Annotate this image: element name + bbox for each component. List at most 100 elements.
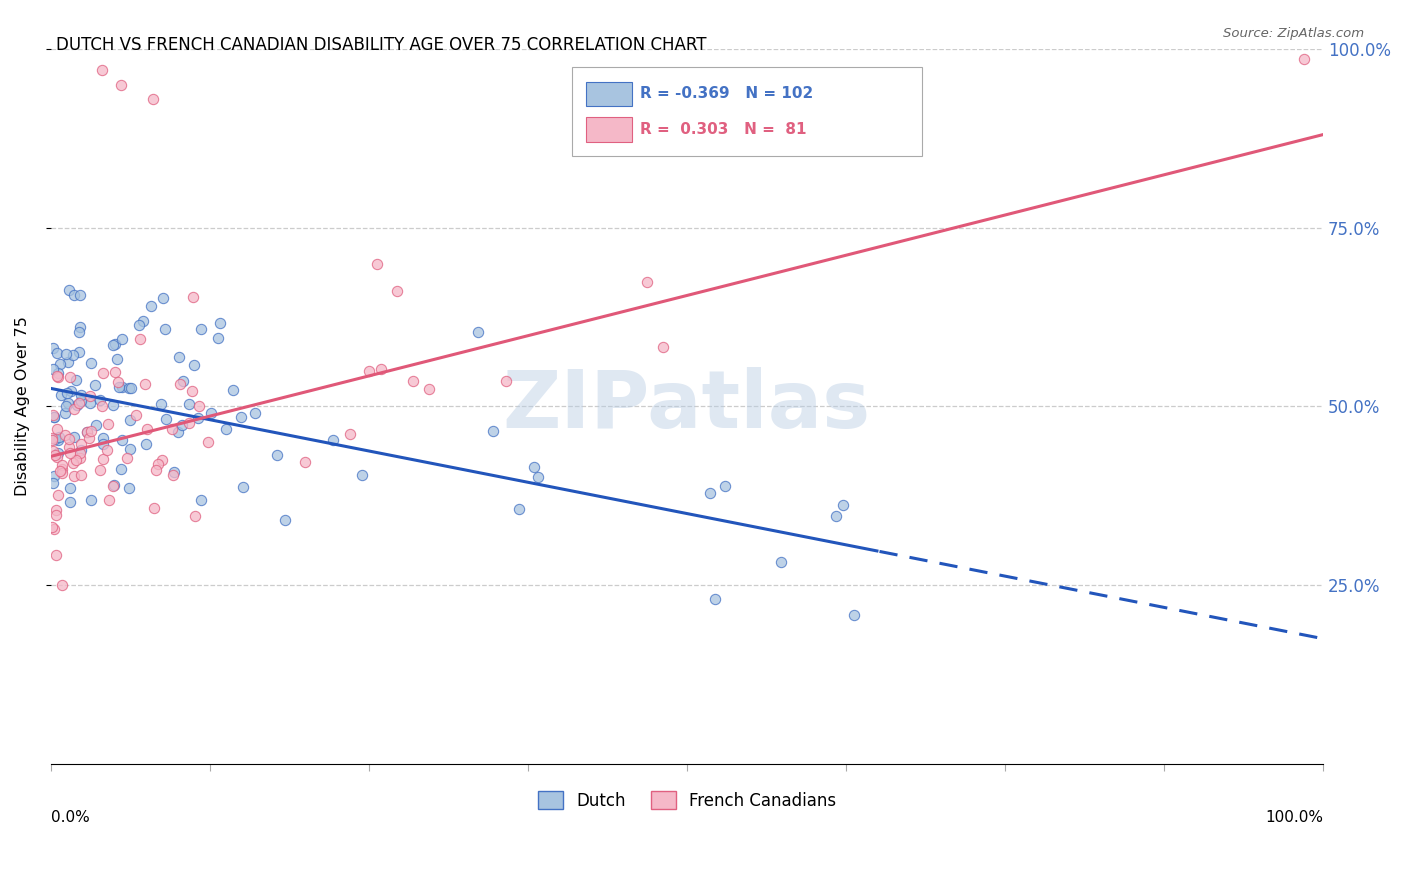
Point	[46, 488, 69, 502]
Point	[42, 475, 65, 490]
Point	[222, 384, 245, 398]
Point	[70, 443, 93, 458]
Point	[118, 381, 141, 395]
Point	[110, 461, 132, 475]
Point	[45, 548, 67, 562]
Point	[101, 338, 124, 352]
Point	[48, 433, 70, 447]
Point	[166, 425, 188, 440]
Point	[45, 422, 67, 436]
Point	[703, 592, 725, 607]
Point	[63, 430, 86, 444]
Point	[67, 325, 90, 339]
Point	[63, 402, 86, 417]
Point	[160, 422, 183, 436]
Point	[508, 502, 530, 516]
Point	[58, 355, 80, 369]
Point	[44, 410, 66, 425]
Point	[418, 382, 440, 396]
Point	[49, 357, 72, 371]
Point	[274, 514, 297, 528]
Point	[51, 461, 73, 475]
Point	[42, 444, 65, 458]
Point	[134, 376, 156, 391]
Point	[79, 389, 101, 403]
Point	[107, 375, 129, 389]
Point	[91, 431, 114, 445]
Point	[65, 373, 87, 387]
Point	[163, 465, 186, 479]
Point	[145, 463, 167, 477]
Point	[90, 399, 112, 413]
Point	[41, 433, 63, 447]
Point	[699, 486, 721, 500]
Point	[91, 366, 114, 380]
Point	[714, 479, 737, 493]
Point	[67, 396, 90, 410]
Point	[187, 411, 209, 425]
Point	[90, 63, 112, 78]
Point	[105, 351, 128, 366]
Point	[59, 481, 82, 495]
FancyBboxPatch shape	[586, 82, 633, 106]
Point	[42, 468, 65, 483]
Point	[56, 386, 79, 401]
Point	[136, 422, 159, 436]
Point	[135, 436, 157, 450]
Point	[208, 316, 231, 330]
Point	[59, 384, 82, 398]
Point	[63, 288, 86, 302]
Point	[188, 399, 211, 413]
Point	[93, 452, 115, 467]
Point	[769, 556, 792, 570]
Point	[58, 284, 80, 298]
Point	[49, 388, 72, 402]
Point	[79, 431, 101, 445]
Y-axis label: Disability Age Over 75: Disability Age Over 75	[15, 317, 30, 496]
Point	[51, 458, 73, 472]
Point	[172, 375, 194, 389]
Point	[69, 445, 91, 459]
Point	[128, 318, 150, 332]
Point	[89, 463, 111, 477]
Point	[84, 418, 107, 433]
Point	[80, 424, 103, 438]
Point	[179, 397, 201, 411]
Point	[294, 455, 316, 469]
Point	[111, 380, 134, 394]
Text: ZIPatlas: ZIPatlas	[503, 368, 872, 445]
Point	[59, 495, 82, 509]
Point	[636, 275, 658, 289]
Point	[1292, 53, 1315, 67]
Point	[42, 408, 65, 422]
Point	[66, 398, 89, 412]
Point	[69, 451, 91, 466]
Point	[162, 467, 184, 482]
Point	[167, 350, 190, 364]
Point	[69, 388, 91, 402]
Point	[245, 406, 267, 420]
Point	[215, 422, 238, 436]
Point	[170, 417, 193, 432]
Point	[108, 380, 131, 394]
Point	[350, 467, 373, 482]
Point	[46, 369, 69, 384]
Point	[146, 458, 169, 472]
Point	[55, 347, 77, 361]
Point	[45, 346, 67, 360]
Point	[58, 432, 80, 446]
Point	[111, 433, 134, 447]
Point	[80, 356, 103, 370]
Point	[150, 397, 173, 411]
Point	[45, 503, 67, 517]
Point	[51, 577, 73, 591]
Point	[120, 381, 142, 395]
Point	[104, 337, 127, 351]
Point	[190, 322, 212, 336]
Point	[96, 443, 118, 458]
Point	[53, 427, 76, 442]
Point	[65, 452, 87, 467]
Point	[143, 500, 166, 515]
Point	[76, 425, 98, 440]
Point	[527, 470, 550, 484]
